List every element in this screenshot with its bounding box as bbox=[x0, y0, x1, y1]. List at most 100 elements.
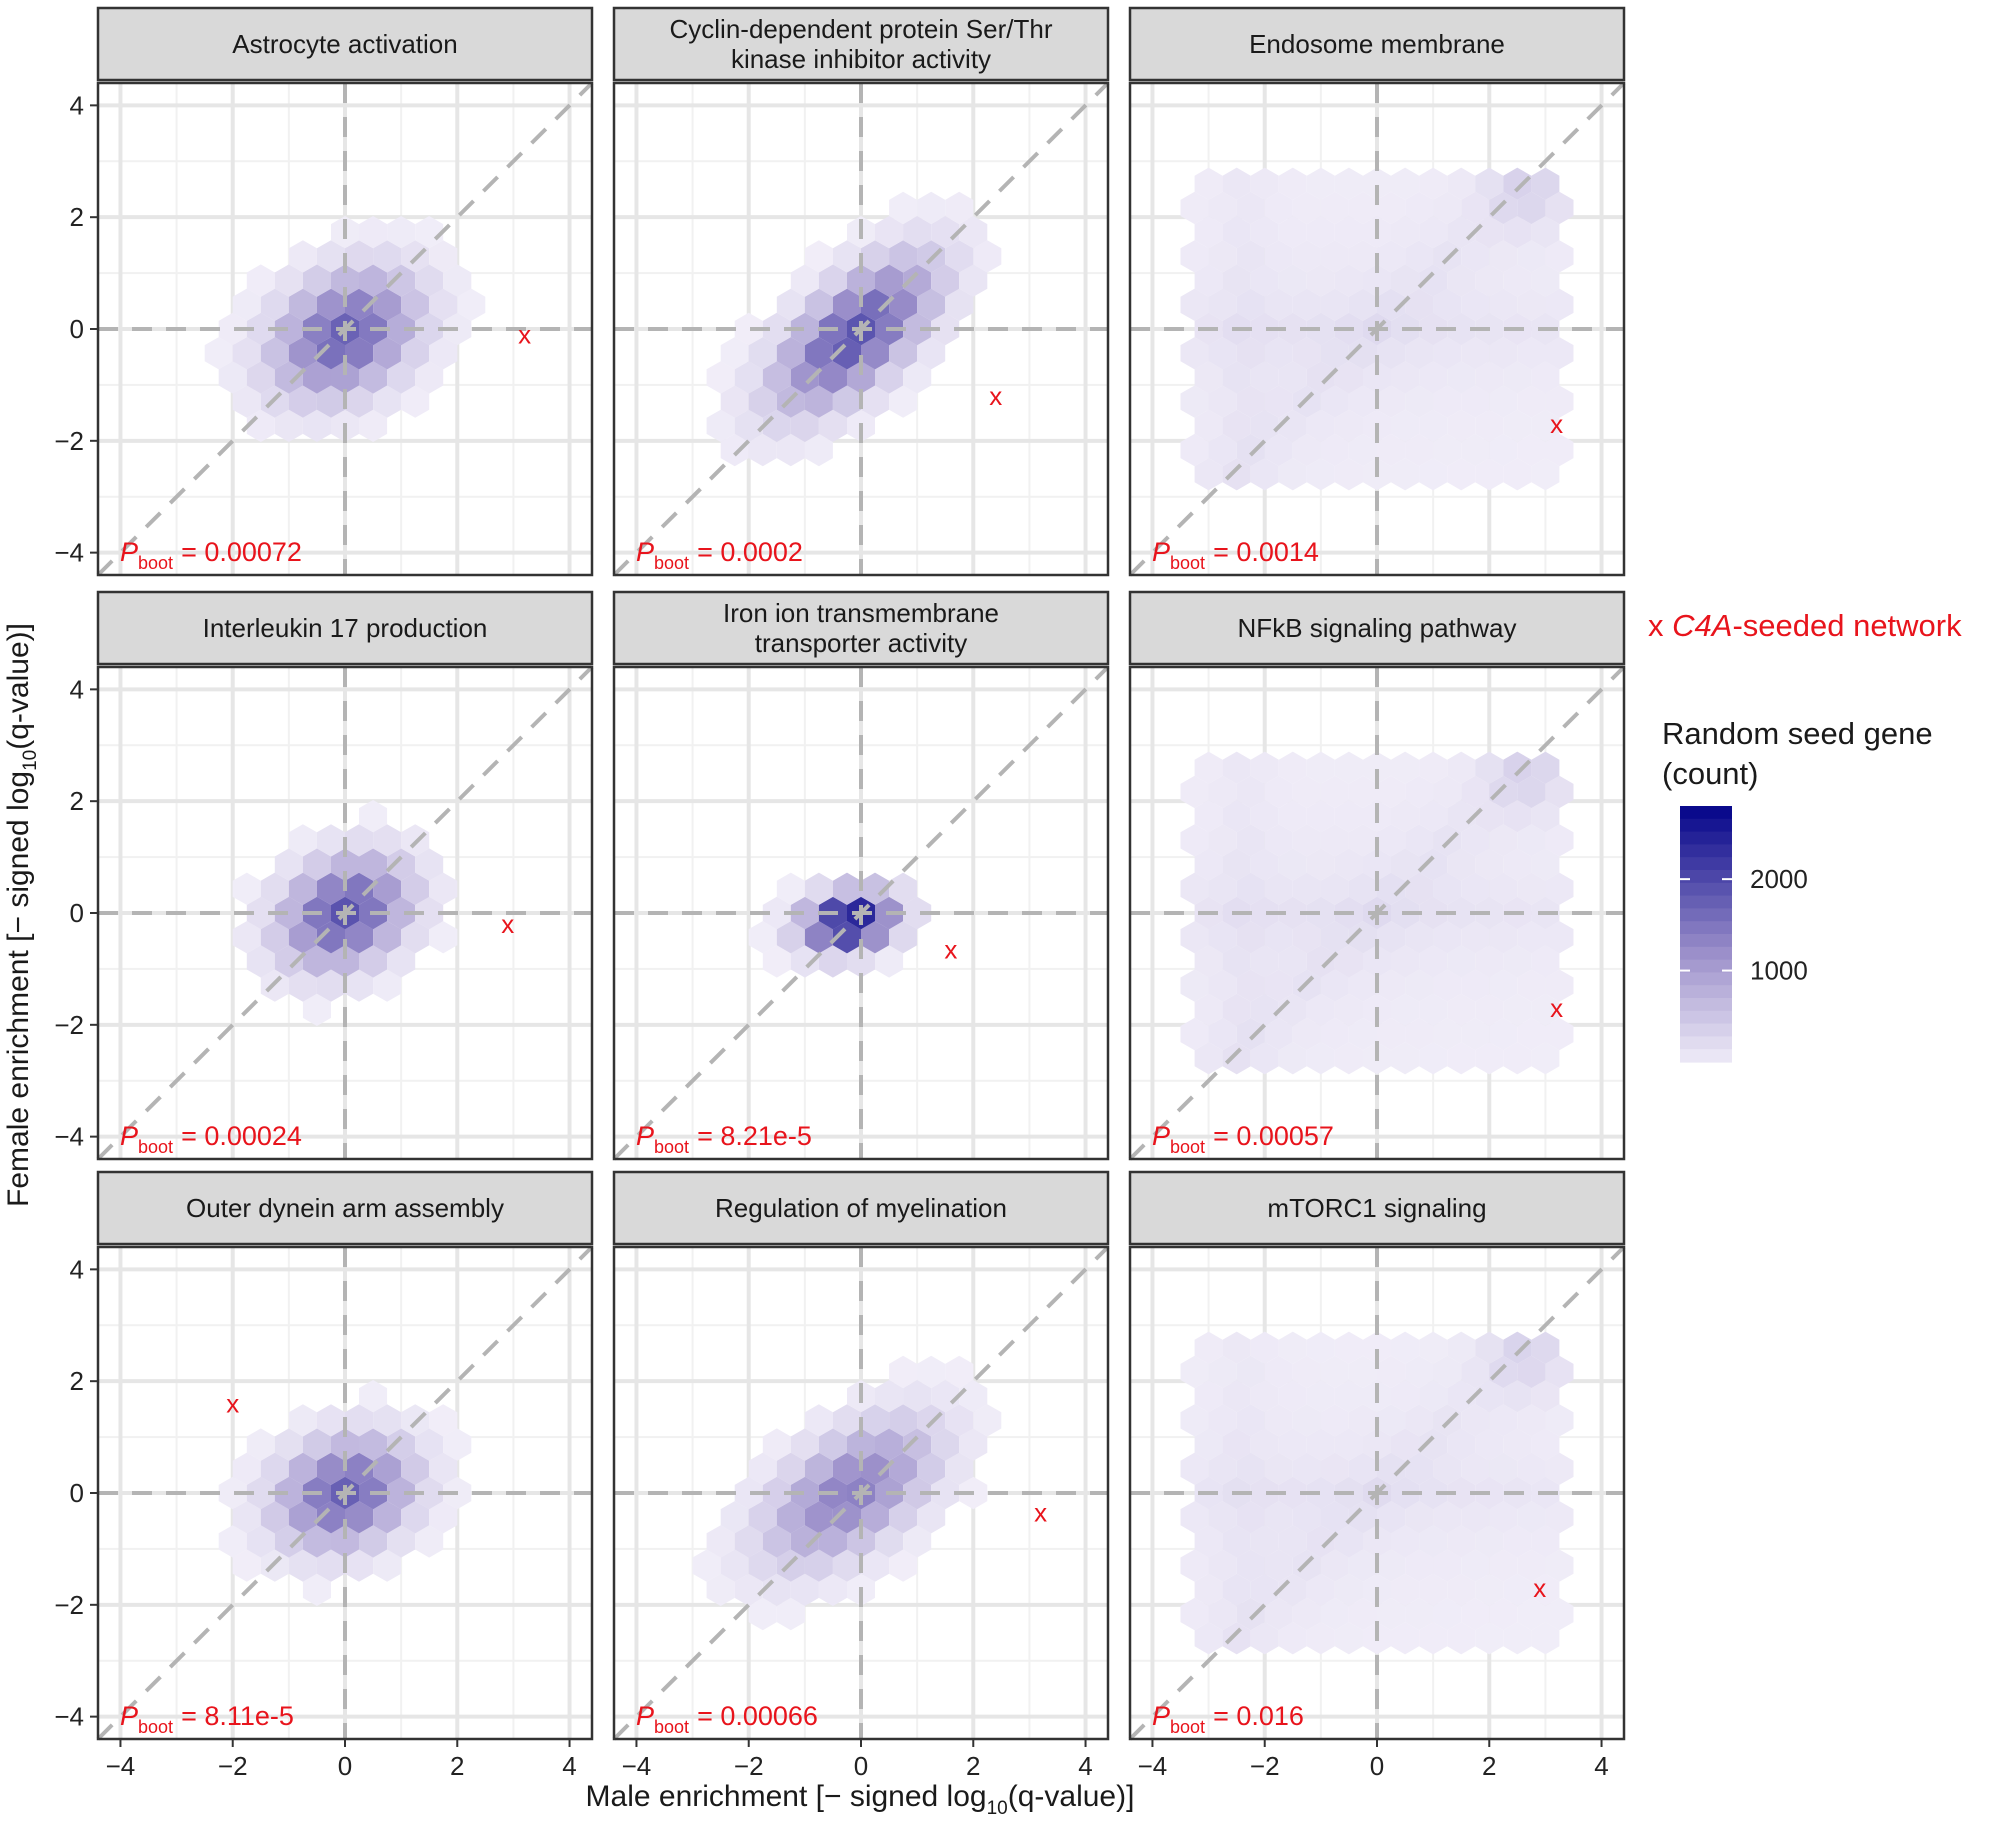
hexbin-cell bbox=[1306, 1380, 1335, 1413]
hexbin-cell bbox=[1180, 1549, 1209, 1582]
hexbin-cell bbox=[1461, 1017, 1490, 1051]
hexbin-cell bbox=[373, 240, 402, 273]
hexbin-cell bbox=[1419, 361, 1448, 394]
hexbin-cell bbox=[302, 264, 331, 297]
hexbin-cell bbox=[1194, 751, 1223, 784]
hexbin-cell bbox=[1531, 458, 1560, 491]
y-tick-label: 4 bbox=[70, 90, 84, 120]
hexbin-cell bbox=[748, 337, 777, 370]
hexbin-cell bbox=[1531, 848, 1560, 881]
hexbin-cell bbox=[1334, 216, 1363, 249]
hexbin-cell bbox=[288, 288, 317, 321]
hexbin-cell bbox=[1320, 1355, 1349, 1389]
hexbin-cell bbox=[1306, 458, 1335, 491]
hexbin-cell bbox=[1334, 1380, 1363, 1413]
p-boot-subscript: boot bbox=[1170, 1717, 1205, 1737]
hexbin-cell bbox=[1278, 751, 1307, 784]
hexbin-cell bbox=[1391, 1331, 1420, 1364]
hexbin-cell bbox=[401, 1501, 430, 1534]
hexbin-cell bbox=[1334, 458, 1363, 491]
hexbin-cell bbox=[1180, 385, 1209, 418]
hexbin-cell bbox=[1194, 361, 1223, 394]
x-tick-label: 2 bbox=[966, 1751, 980, 1781]
hexbin-cell bbox=[274, 1476, 303, 1510]
facet-panels: Astrocyte activation x Pboot = 0.00072 −4 −2 0… bbox=[54, 6, 1626, 1781]
hexbin-cell bbox=[1264, 240, 1293, 273]
hexbin-cell bbox=[1475, 1525, 1504, 1558]
hexbin-cell bbox=[1320, 240, 1349, 273]
x-tick-label: 0 bbox=[854, 1751, 868, 1781]
hexbin-cell bbox=[1236, 969, 1265, 1002]
hexbin-cell bbox=[443, 1428, 472, 1461]
hexbin-cell bbox=[1264, 1597, 1293, 1631]
hexbin-cell bbox=[1348, 191, 1377, 225]
hexbin-cell bbox=[1405, 385, 1434, 418]
hexbin-cell bbox=[1278, 167, 1307, 200]
hexbin-cell bbox=[832, 1501, 861, 1534]
hexbin-cell bbox=[1503, 216, 1532, 249]
hexbin-cell bbox=[345, 385, 374, 418]
hexbin-cell bbox=[1292, 775, 1321, 809]
hexbin-cell bbox=[1348, 288, 1377, 321]
hexbin-cell bbox=[1433, 1597, 1462, 1631]
hexbin-cell bbox=[274, 945, 303, 978]
hexbin-cell bbox=[429, 1501, 458, 1534]
hexbin-cell bbox=[1320, 824, 1349, 857]
hexbin-cell bbox=[1306, 751, 1335, 784]
hexbin-cell bbox=[429, 240, 458, 273]
hexbin-cell bbox=[345, 1501, 374, 1534]
hexbin-cell bbox=[260, 1501, 289, 1534]
hexbin-cell bbox=[1264, 872, 1293, 905]
hexbin-cell bbox=[1236, 1549, 1265, 1582]
hexbin-cell bbox=[1377, 872, 1406, 905]
hexbin-cell bbox=[1391, 361, 1420, 394]
hexbin-cell bbox=[1320, 1549, 1349, 1582]
hexbin-cell bbox=[302, 361, 331, 394]
hexbin-cell bbox=[1475, 264, 1504, 297]
hexbin-cell bbox=[790, 264, 819, 297]
hexbin-cell bbox=[1447, 216, 1476, 249]
hexbin-cell bbox=[931, 1428, 960, 1461]
hexbin-cell bbox=[1447, 312, 1476, 346]
hexbin-cell bbox=[1348, 921, 1377, 954]
hexbin-cell bbox=[302, 993, 331, 1026]
hexbin-cell bbox=[790, 896, 819, 930]
hexbin-cell bbox=[1250, 1042, 1279, 1075]
hexbin-cell bbox=[1250, 1331, 1279, 1364]
hexbin-cell bbox=[959, 1380, 988, 1413]
hexbin-cell bbox=[1306, 361, 1335, 394]
seed-marker: x bbox=[226, 1389, 239, 1419]
hexbin-cell bbox=[847, 1525, 875, 1558]
hexbin-cell bbox=[288, 1404, 317, 1437]
seed-marker: x bbox=[1550, 409, 1563, 439]
hexbin-cell bbox=[1264, 1501, 1293, 1534]
hexbin-cell bbox=[387, 361, 416, 394]
hexbin-cell bbox=[847, 945, 875, 978]
hexbin-cell bbox=[316, 921, 345, 954]
seed-marker: x bbox=[1034, 1498, 1047, 1528]
hexbin-cell bbox=[790, 1525, 819, 1558]
hexbin-cell bbox=[832, 1549, 861, 1582]
hexbin-cell bbox=[415, 361, 444, 394]
hexbin-cell bbox=[1306, 409, 1335, 442]
hexbin-cell bbox=[1250, 1428, 1279, 1461]
y-tick-label: 2 bbox=[70, 786, 84, 816]
hexbin-cell bbox=[288, 240, 317, 273]
hexbin-cell bbox=[1503, 361, 1532, 394]
hexbin-cell bbox=[1531, 1331, 1560, 1364]
hexbin-cell bbox=[274, 361, 303, 394]
hexbin-cell bbox=[1278, 945, 1307, 978]
hexbin-cell bbox=[1180, 1017, 1209, 1051]
panel-border bbox=[612, 665, 1110, 1161]
hexbin-cell bbox=[1278, 458, 1307, 491]
hexbin-cell bbox=[1475, 1622, 1504, 1655]
hexbin-cell bbox=[1475, 1428, 1504, 1461]
hexbin-cell bbox=[345, 1404, 374, 1437]
hexbin-cell bbox=[1517, 1501, 1546, 1534]
hexbin-cell bbox=[1517, 1549, 1546, 1582]
hexbin-cell bbox=[1405, 1597, 1434, 1631]
hexbin-cell bbox=[1250, 312, 1279, 346]
hexbin-cell bbox=[1363, 167, 1391, 200]
y-axis-title: Female enrichment [− signed log10(q-valu… bbox=[2, 623, 41, 1207]
hexbin-cell bbox=[1222, 1380, 1251, 1413]
